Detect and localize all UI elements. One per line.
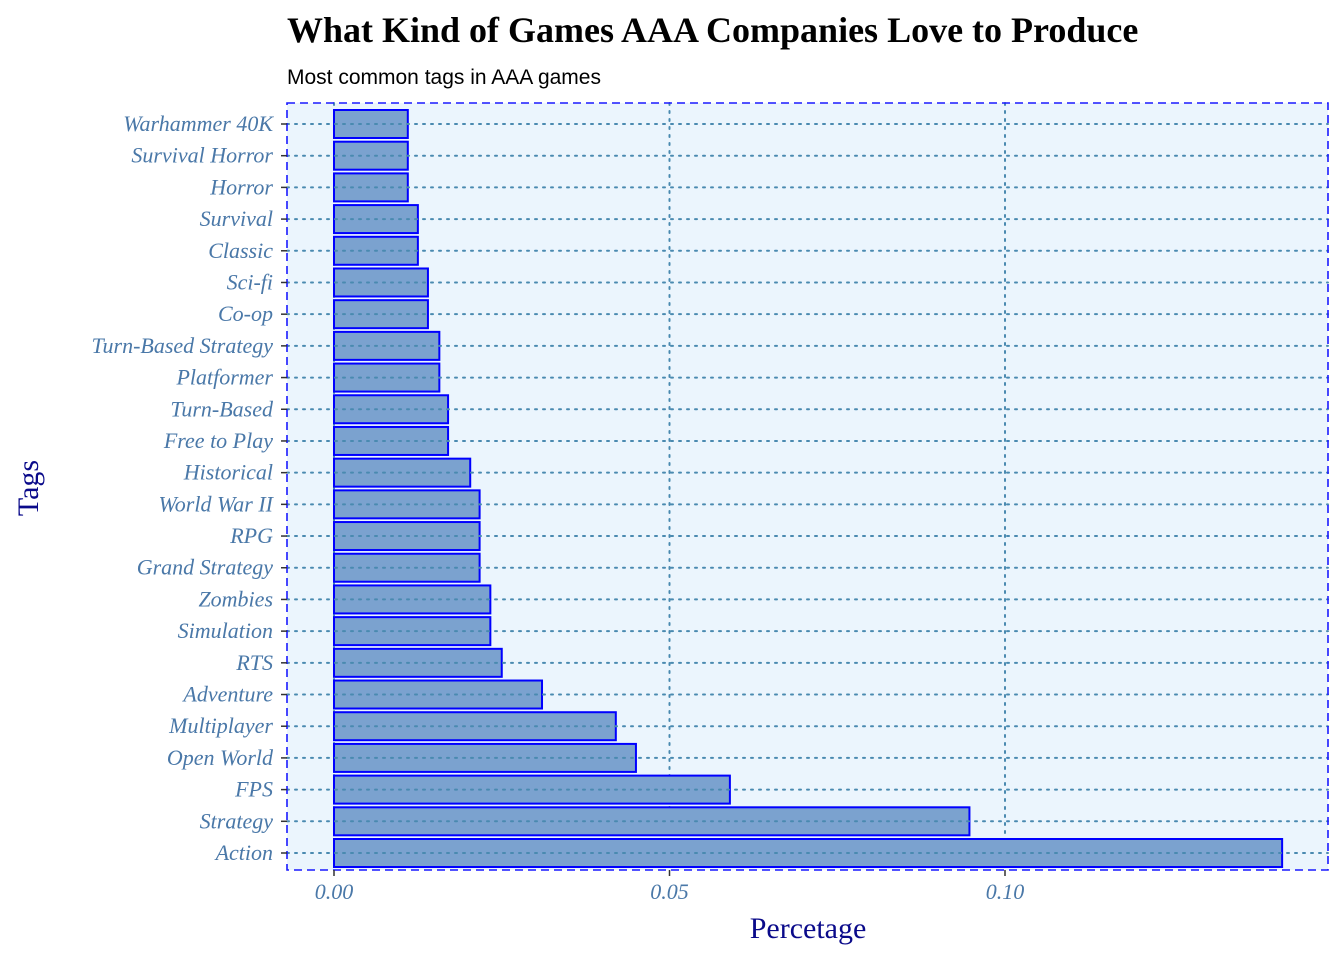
- x-axis-ticks: 0.00 0.05 0.10: [315, 870, 1025, 904]
- bar: [333, 616, 492, 647]
- plot-panel-border: [286, 102, 1329, 871]
- y-tick-label: Free to Play: [163, 428, 273, 453]
- y-tick-label: Co-op: [218, 301, 273, 326]
- y-tick-label: Historical: [183, 460, 273, 485]
- bar: [333, 267, 429, 298]
- bar: [333, 299, 429, 330]
- y-tick-label: Turn-Based Strategy: [92, 333, 274, 358]
- y-tick-label: Horror: [209, 174, 273, 199]
- y-tick-label: FPS: [234, 777, 273, 802]
- bar: [333, 838, 1284, 868]
- x-tick-label: 0.00: [315, 879, 354, 904]
- x-tick-label: 0.05: [650, 879, 689, 904]
- y-tick-label: Simulation: [178, 618, 273, 643]
- y-tick-label: Warhammer 40K: [123, 111, 274, 136]
- y-tick-label: Open World: [167, 745, 274, 770]
- y-tick-label: RPG: [229, 523, 273, 548]
- bar: [333, 806, 971, 837]
- y-tick-label: Grand Strategy: [137, 555, 274, 580]
- bar: [333, 584, 492, 615]
- y-tick-label: Action: [214, 840, 273, 865]
- y-tick-label: Strategy: [200, 808, 274, 833]
- y-axis-ticks: Action Strategy FPS Open World Multiplayer Ad…: [92, 111, 287, 865]
- y-tick-label: Multiplayer: [168, 713, 273, 738]
- chart-title: What Kind of Games AAA Companies Love to…: [287, 10, 1138, 50]
- y-tick-label: Adventure: [181, 682, 273, 707]
- y-tick-label: Platformer: [175, 365, 273, 390]
- x-tick-label: 0.10: [986, 879, 1025, 904]
- y-tick-label: Sci-fi: [227, 269, 273, 294]
- y-tick-label: World War II: [158, 491, 274, 516]
- y-tick-label: Survival: [200, 206, 273, 231]
- y-tick-label: Zombies: [198, 586, 273, 611]
- bar: [333, 330, 441, 361]
- y-tick-label: Survival Horror: [131, 143, 273, 168]
- x-axis-title: Percetage: [750, 912, 867, 945]
- y-tick-label: Turn-Based: [170, 396, 274, 421]
- y-axis-title: Tags: [12, 460, 45, 516]
- chart-subtitle: Most common tags in AAA games: [287, 66, 601, 89]
- horizontal-gridlines: [286, 123, 1329, 854]
- y-tick-label: RTS: [235, 650, 273, 675]
- y-tick-label: Classic: [208, 238, 273, 263]
